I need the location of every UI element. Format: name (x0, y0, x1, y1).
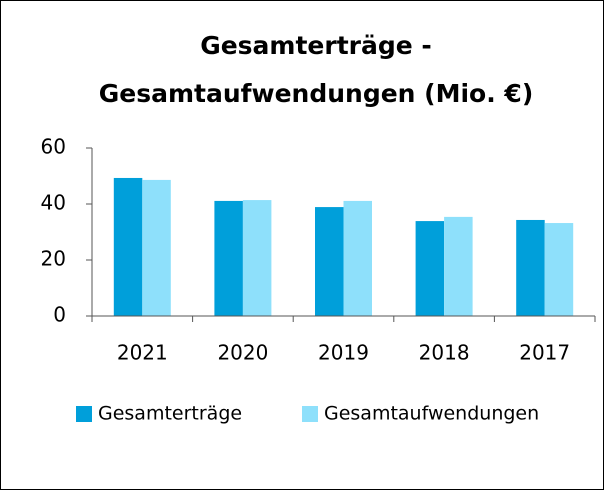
bar (544, 223, 574, 316)
legend-label: Gesamterträge (98, 403, 242, 425)
bar (214, 200, 243, 316)
bar (343, 200, 372, 316)
bar (113, 177, 143, 316)
y-tick-label: 40 (41, 191, 66, 215)
x-tick-label: 2017 (519, 341, 570, 365)
bar (242, 200, 272, 316)
y-tick-label: 0 (53, 303, 66, 327)
x-tick-label: 2019 (318, 341, 369, 365)
bar (315, 207, 344, 316)
x-tick-label: 2021 (117, 341, 168, 365)
bar (516, 219, 545, 316)
x-tick-label: 2018 (419, 341, 470, 365)
bar (415, 221, 445, 316)
y-tick-label: 60 (41, 135, 66, 159)
bar (444, 216, 473, 316)
bar (142, 179, 171, 316)
legend-swatch (302, 406, 318, 422)
chart-title: Gesamtaufwendungen (Mio. €) (99, 79, 534, 108)
chart-title: Gesamterträge - (200, 31, 432, 60)
legend-swatch (76, 406, 92, 422)
legend-label: Gesamtaufwendungen (324, 403, 539, 425)
y-tick-label: 20 (41, 247, 66, 271)
x-tick-label: 2020 (217, 341, 268, 365)
